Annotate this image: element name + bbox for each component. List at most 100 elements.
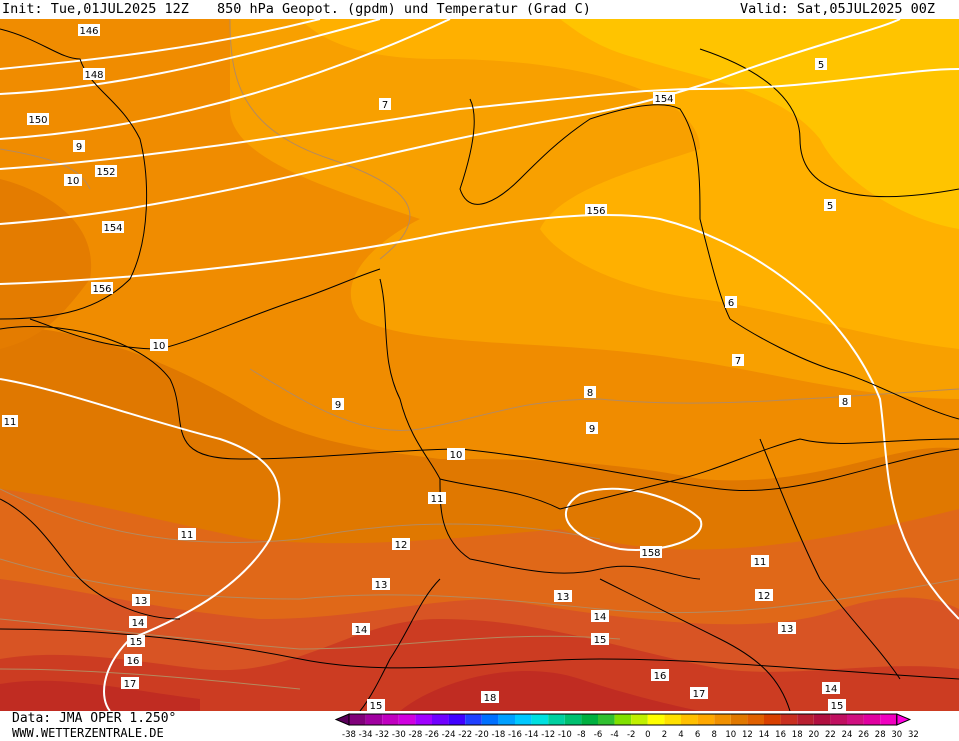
legend-swatch	[448, 714, 466, 725]
temperature-label: 7	[379, 98, 391, 111]
legend-tick-label: -6	[594, 730, 602, 740]
svg-text:15: 15	[130, 637, 143, 648]
svg-text:13: 13	[781, 624, 794, 635]
svg-text:9: 9	[589, 424, 595, 435]
legend-swatch	[548, 714, 565, 725]
legend-tick-label: 8	[711, 730, 716, 740]
legend-tick-label: -34	[359, 730, 373, 740]
svg-text:154: 154	[103, 223, 122, 234]
svg-text:13: 13	[135, 596, 148, 607]
svg-text:6: 6	[728, 298, 734, 309]
geopotential-label: 154	[653, 92, 675, 105]
geopotential-label: 156	[585, 204, 607, 217]
legend-tick-label: 0	[645, 730, 650, 740]
legend-tick-label: 30	[891, 730, 902, 740]
svg-text:10: 10	[67, 176, 80, 187]
svg-text:14: 14	[825, 684, 838, 695]
legend-tick-label: -8	[577, 730, 585, 740]
temperature-label: 12	[392, 538, 410, 551]
svg-text:8: 8	[587, 388, 593, 399]
svg-text:152: 152	[96, 167, 115, 178]
legend-swatch	[432, 714, 449, 725]
legend-tick-label: -22	[458, 730, 472, 740]
temp-band-18	[0, 670, 700, 711]
legend-swatch	[747, 714, 764, 725]
svg-text:17: 17	[693, 689, 706, 700]
legend-tick-label: 24	[842, 730, 853, 740]
legend-arrow-left	[334, 713, 350, 726]
temperature-label: 9	[586, 422, 598, 435]
temperature-label: 9	[73, 140, 85, 153]
temperature-label: 13	[132, 594, 150, 607]
legend-tick-label: 22	[825, 730, 836, 740]
legend-tick-label: 28	[875, 730, 886, 740]
legend-tick-label: 4	[678, 730, 683, 740]
legend-swatch	[465, 714, 482, 725]
legend-swatch	[614, 714, 632, 725]
legend-swatch	[797, 714, 814, 725]
legend-tick-label: 18	[792, 730, 803, 740]
temperature-label: 6	[725, 296, 737, 309]
svg-text:148: 148	[84, 70, 103, 81]
legend-swatch	[481, 714, 499, 725]
temperature-label: 16	[124, 654, 142, 667]
legend-tick-label: -14	[525, 730, 539, 740]
svg-text:5: 5	[818, 60, 824, 71]
temperature-label: 13	[372, 578, 390, 591]
svg-text:15: 15	[370, 701, 383, 711]
legend-swatch	[515, 714, 532, 725]
geopotential-label: 154	[102, 221, 124, 234]
temperature-label: 18	[481, 691, 499, 704]
data-source-label: Data: JMA OPER 1.250°	[12, 711, 177, 726]
isotherm-lines	[0, 19, 959, 690]
svg-text:156: 156	[586, 206, 605, 217]
legend-swatch	[415, 714, 432, 725]
legend-swatch	[531, 714, 549, 725]
legend-tick-label: -4	[610, 730, 618, 740]
legend-swatch	[382, 714, 399, 725]
svg-text:16: 16	[654, 671, 667, 682]
svg-text:12: 12	[395, 540, 408, 551]
temperature-label: 15	[591, 633, 609, 646]
legend-swatch	[813, 714, 831, 725]
svg-text:10: 10	[450, 450, 463, 461]
legend-tick-label: 12	[742, 730, 753, 740]
legend-swatch	[598, 714, 615, 725]
legend-tick-label: -28	[408, 730, 422, 740]
geopotential-label: 148	[83, 68, 105, 81]
legend-swatch	[365, 714, 383, 725]
map-footer: Data: JMA OPER 1.250° WWW.WETTERZENTRALE…	[0, 711, 959, 741]
legend-tick-label: -10	[558, 730, 572, 740]
isotherm-black-lines	[0, 48, 959, 680]
legend-swatch	[780, 714, 798, 725]
legend-swatch	[730, 714, 748, 725]
geopotential-label: 152	[95, 165, 117, 178]
legend-swatch	[681, 714, 698, 725]
legend-tick-label: -38	[342, 730, 356, 740]
valid-time-label: Valid: Sat,05JUL2025 00Z	[740, 1, 936, 17]
svg-text:14: 14	[594, 612, 607, 623]
legend-swatch	[398, 714, 416, 725]
temperature-label: 13	[778, 622, 796, 635]
legend-tick-label: 32	[908, 730, 919, 740]
temperature-label: 11	[751, 555, 769, 568]
temperature-label: 10	[447, 448, 465, 461]
legend-swatch	[349, 714, 366, 725]
svg-text:13: 13	[557, 592, 570, 603]
legend-swatch	[647, 714, 665, 725]
geopotential-label: 158	[640, 546, 662, 559]
svg-text:9: 9	[335, 400, 341, 411]
temperature-label-group: 5 5 7 9 10 10 11 11 9 10 9 8 8 7 6 11 11…	[2, 58, 851, 711]
legend-swatch	[830, 714, 847, 725]
legend-tick-label: -32	[375, 730, 389, 740]
legend-swatch	[880, 714, 897, 725]
geopotential-lines	[0, 19, 959, 711]
legend-swatch	[581, 714, 598, 725]
svg-text:9: 9	[76, 142, 82, 153]
legend-swatch	[498, 714, 515, 725]
temperature-label: 11	[2, 415, 18, 428]
legend-tick-label: -20	[475, 730, 489, 740]
temperature-label: 10	[64, 174, 82, 187]
svg-text:10: 10	[153, 341, 166, 352]
svg-text:12: 12	[758, 591, 771, 602]
